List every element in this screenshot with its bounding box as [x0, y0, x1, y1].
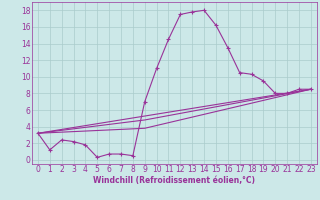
X-axis label: Windchill (Refroidissement éolien,°C): Windchill (Refroidissement éolien,°C) [93, 176, 255, 185]
